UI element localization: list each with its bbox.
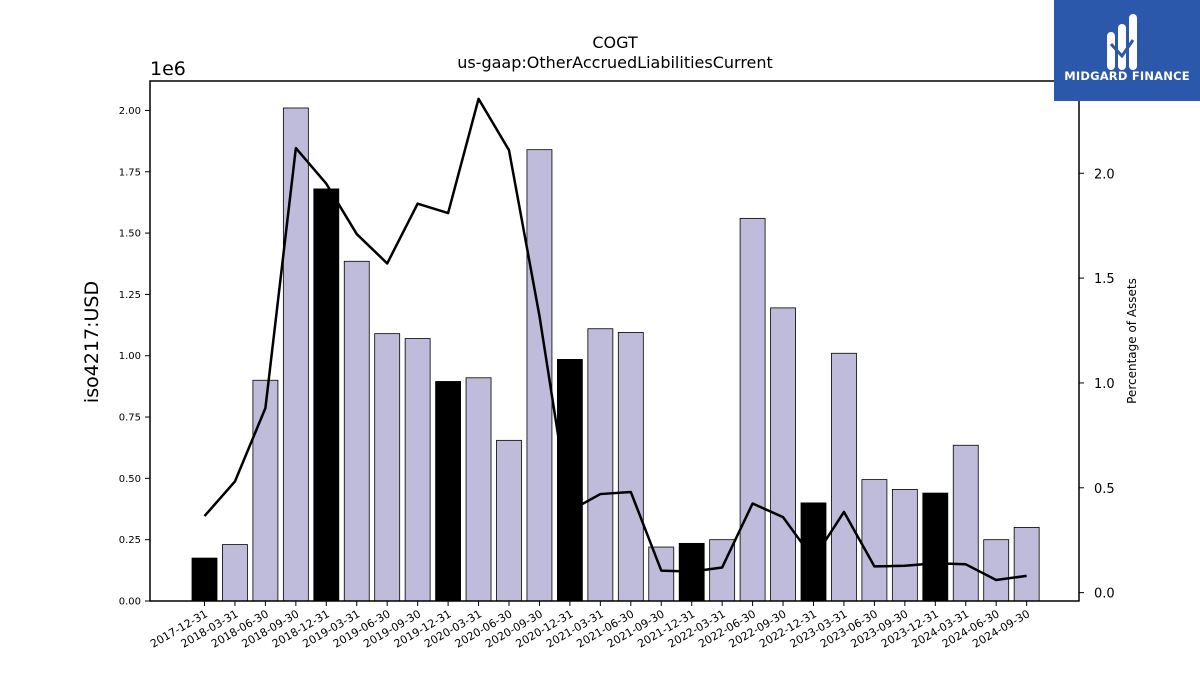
y-offset-label: 1e6	[150, 58, 186, 80]
bar	[922, 492, 949, 602]
bar	[222, 544, 248, 602]
y-tick-label: 0.25	[119, 535, 141, 546]
line-series	[203, 97, 1027, 582]
x-axis: 2017-12-312018-03-312018-06-302018-09-30…	[148, 601, 1032, 651]
bar	[374, 333, 401, 602]
bar	[282, 107, 309, 602]
y2-tick-label: 2.0	[1094, 167, 1115, 182]
y-tick-label: 2.00	[119, 106, 141, 117]
bar	[617, 332, 644, 602]
bar	[343, 260, 370, 602]
chart-subtitle: us-gaap:OtherAccruedLiabilitiesCurrent	[457, 53, 773, 72]
bar	[465, 377, 492, 602]
y-tick-label: 0.50	[119, 474, 141, 485]
bar	[983, 539, 1010, 602]
percentage-line	[203, 97, 1027, 582]
bar	[648, 546, 675, 602]
bar	[587, 328, 614, 602]
logo: MIDGARD FINANCE	[1054, 0, 1200, 101]
bar	[191, 557, 218, 602]
bar	[435, 381, 462, 602]
logo-mark-icon	[1107, 14, 1137, 70]
y2-tick-label: 1.5	[1094, 272, 1115, 287]
y2-tick-label: 0.5	[1094, 482, 1115, 497]
y2-tick-label: 1.0	[1094, 377, 1115, 392]
logo-text: MIDGARD FINANCE	[1064, 69, 1190, 83]
bar	[831, 352, 857, 602]
bar	[891, 488, 918, 602]
bar	[1013, 527, 1040, 602]
chart-title: COGT	[592, 33, 638, 52]
y2-axis: 0.0 0.5 1.0 1.5 2.0	[1079, 167, 1115, 602]
y-axis: 0.00 0.25 0.50 0.75 1.00 1.25 1.50 1.75 2.00	[119, 106, 150, 608]
y2-axis-label: Percentage of Assets	[1125, 278, 1139, 404]
bar	[252, 379, 279, 602]
bar	[952, 444, 979, 602]
y-axis-label: iso4217:USD	[81, 281, 103, 403]
y-tick-label: 1.00	[119, 351, 141, 362]
plot-frame	[149, 80, 1080, 602]
y-tick-label: 1.75	[119, 167, 141, 178]
bar-series	[191, 107, 1040, 602]
bar	[739, 217, 766, 602]
bar	[496, 439, 522, 602]
bar	[404, 338, 431, 602]
bar	[800, 502, 827, 602]
y-tick-label: 1.50	[119, 229, 141, 240]
bar	[770, 307, 796, 602]
bar	[861, 479, 888, 602]
y-tick-label: 0.75	[119, 413, 141, 424]
bar	[557, 358, 583, 602]
y2-tick-label: 0.0	[1094, 587, 1115, 602]
y-tick-label: 0.00	[119, 597, 141, 608]
bar	[313, 188, 340, 602]
y-tick-label: 1.25	[119, 290, 141, 301]
